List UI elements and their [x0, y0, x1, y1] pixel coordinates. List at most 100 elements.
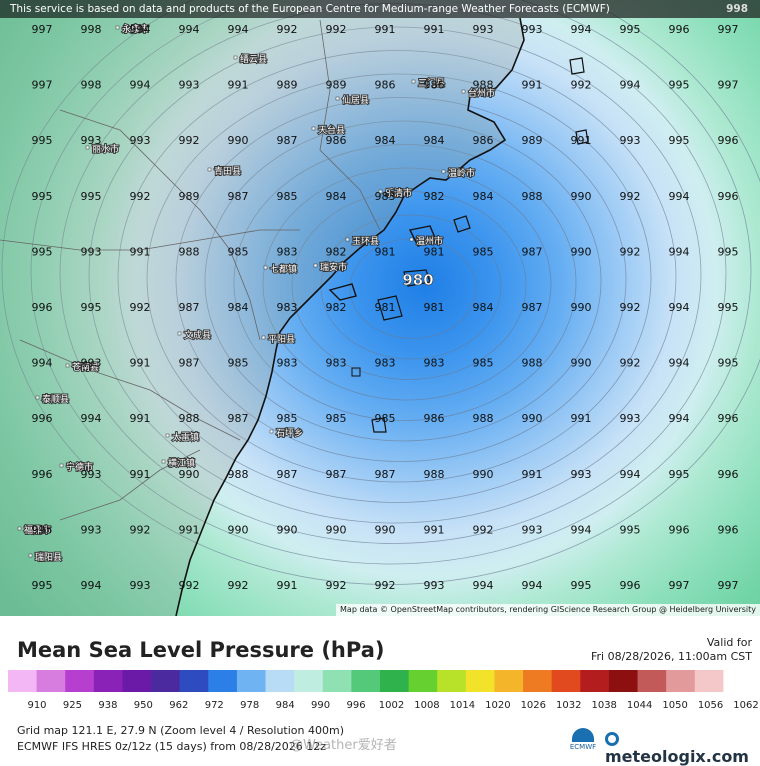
pressure-value: 996 — [669, 523, 690, 536]
run-tag: 998 — [726, 3, 748, 15]
pressure-value: 991 — [375, 23, 396, 36]
low-pressure-center-label: 980 — [402, 271, 433, 289]
colorbar-segment — [294, 670, 324, 692]
city-marker — [378, 189, 383, 194]
pressure-value: 981 — [424, 301, 445, 314]
pressure-value: 983 — [375, 357, 396, 370]
pressure-value: 990 — [571, 245, 592, 258]
colorbar-segment — [208, 670, 238, 692]
city-marker — [311, 126, 316, 131]
colorbar-segment — [122, 670, 152, 692]
colorbar-segment — [523, 670, 553, 692]
pressure-value: 986 — [326, 134, 347, 147]
pressure-value: 983 — [277, 357, 298, 370]
pressure-value: 992 — [375, 579, 396, 592]
pressure-value: 985 — [228, 245, 249, 258]
pressure-value: 993 — [81, 468, 102, 481]
city-label: 台州市 — [468, 87, 495, 99]
city-marker — [461, 89, 466, 94]
colorbar-tick-label: 1014 — [450, 700, 475, 711]
pressure-value: 990 — [179, 468, 200, 481]
pressure-value: 991 — [130, 468, 151, 481]
pressure-value: 985 — [473, 245, 494, 258]
colorbar-tick-label: 996 — [347, 700, 366, 711]
pressure-value: 995 — [32, 134, 53, 147]
pressure-value: 992 — [277, 23, 298, 36]
pressure-value: 987 — [375, 468, 396, 481]
pressure-value: 993 — [81, 245, 102, 258]
pressure-value: 992 — [571, 79, 592, 92]
colorbar-segment — [93, 670, 123, 692]
city-marker — [115, 25, 120, 30]
colorbar-segment — [8, 670, 38, 692]
pressure-value: 991 — [130, 245, 151, 258]
pressure-value: 991 — [228, 79, 249, 92]
pressure-value: 994 — [669, 301, 690, 314]
pressure-value: 983 — [424, 357, 445, 370]
pressure-value: 993 — [473, 23, 494, 36]
colorbar-segment — [551, 670, 581, 692]
city-label: 仙居县 — [342, 94, 369, 106]
colorbar-tick-label: 1050 — [662, 700, 687, 711]
city-marker — [269, 429, 274, 434]
colorbar-segment — [65, 670, 95, 692]
pressure-colorbar: 910 925 938 950 962 972 978 984 990 996 1002 1008 10… — [0, 668, 760, 714]
pressure-value: 995 — [81, 190, 102, 203]
pressure-value: 989 — [179, 190, 200, 203]
pressure-value: 995 — [32, 523, 53, 536]
watermark: @Weather爱好者 — [290, 738, 397, 753]
colorbar-tick-label: 984 — [276, 700, 295, 711]
pressure-value: 996 — [718, 412, 739, 425]
pressure-value: 991 — [277, 579, 298, 592]
city-marker — [335, 96, 340, 101]
city-marker — [165, 433, 170, 438]
pressure-value: 994 — [620, 79, 641, 92]
pressure-value: 996 — [32, 412, 53, 425]
colorbar-tick-label: 972 — [205, 700, 224, 711]
pressure-map[interactable]: 永康市 缙云县 仙居县 三门县 台州市 天台县 丽水市 青田县 温岭市 乐清市 玉环县 温州市 七都镇瑞… — [0, 0, 760, 616]
pressure-value: 991 — [130, 412, 151, 425]
city-marker — [207, 167, 212, 172]
city-label: 平阳县 — [268, 334, 295, 345]
pressure-value: 987 — [179, 357, 200, 370]
city-marker — [28, 553, 33, 558]
colorbar-tick-label: 938 — [98, 700, 117, 711]
map-attribution[interactable]: Map data © OpenStreetMap contributors, r… — [336, 604, 760, 616]
pressure-value: 985 — [277, 412, 298, 425]
pressure-value: 993 — [130, 134, 151, 147]
pressure-value: 990 — [228, 134, 249, 147]
pressure-value: 984 — [375, 134, 396, 147]
colorbar-segment — [179, 670, 209, 692]
pressure-value: 983 — [277, 301, 298, 314]
meteologix-brand[interactable]: meteologix.com — [605, 728, 760, 766]
pressure-value: 983 — [277, 245, 298, 258]
map-title: Mean Sea Level Pressure (hPa) — [17, 638, 385, 662]
city-label: 七都镇 — [270, 263, 297, 275]
pressure-value: 993 — [81, 357, 102, 370]
pressure-value: 988 — [228, 468, 249, 481]
valid-label: Valid for — [706, 636, 752, 649]
city-marker — [409, 237, 414, 242]
ecmwf-banner: This service is based on data and produc… — [0, 0, 760, 18]
pressure-value: 986 — [375, 79, 396, 92]
colorbar-tick-label: 1044 — [627, 700, 652, 711]
city-label: 石坪乡 — [276, 428, 303, 439]
colorbar-canvas: 910 925 938 950 962 972 978 984 990 996 1002 1008 10… — [8, 670, 759, 711]
pressure-value: 989 — [326, 79, 347, 92]
pressure-value: 995 — [718, 301, 739, 314]
city-label: 三门县 — [418, 77, 445, 89]
city-label: 泰顺县 — [42, 393, 69, 405]
pressure-value: 994 — [179, 23, 200, 36]
pressure-value: 990 — [326, 523, 347, 536]
colorbar-tick-label: 1062 — [733, 700, 758, 711]
pressure-value: 988 — [522, 357, 543, 370]
city-label: 天台县 — [318, 124, 345, 136]
model-run-info: ECMWF IFS HRES 0z/12z (15 days) from 08/… — [17, 740, 327, 753]
colorbar-tick-label: 1026 — [521, 700, 546, 711]
pressure-value: 982 — [424, 190, 445, 203]
city-marker — [65, 363, 70, 368]
city-label: 文成县 — [184, 329, 211, 341]
pressure-value: 990 — [522, 412, 543, 425]
pressure-value: 993 — [179, 79, 200, 92]
pressure-value: 984 — [326, 190, 347, 203]
